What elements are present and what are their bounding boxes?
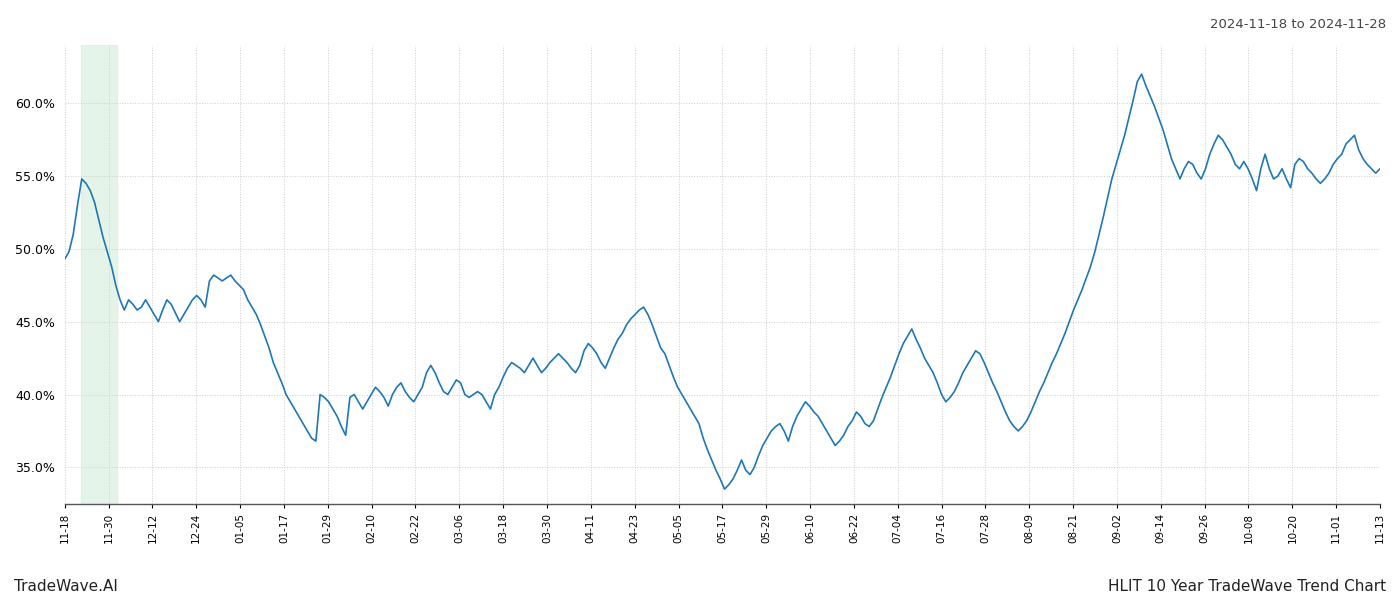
Text: HLIT 10 Year TradeWave Trend Chart: HLIT 10 Year TradeWave Trend Chart — [1107, 579, 1386, 594]
Text: TradeWave.AI: TradeWave.AI — [14, 579, 118, 594]
Text: 2024-11-18 to 2024-11-28: 2024-11-18 to 2024-11-28 — [1210, 18, 1386, 31]
Bar — [81, 45, 118, 504]
